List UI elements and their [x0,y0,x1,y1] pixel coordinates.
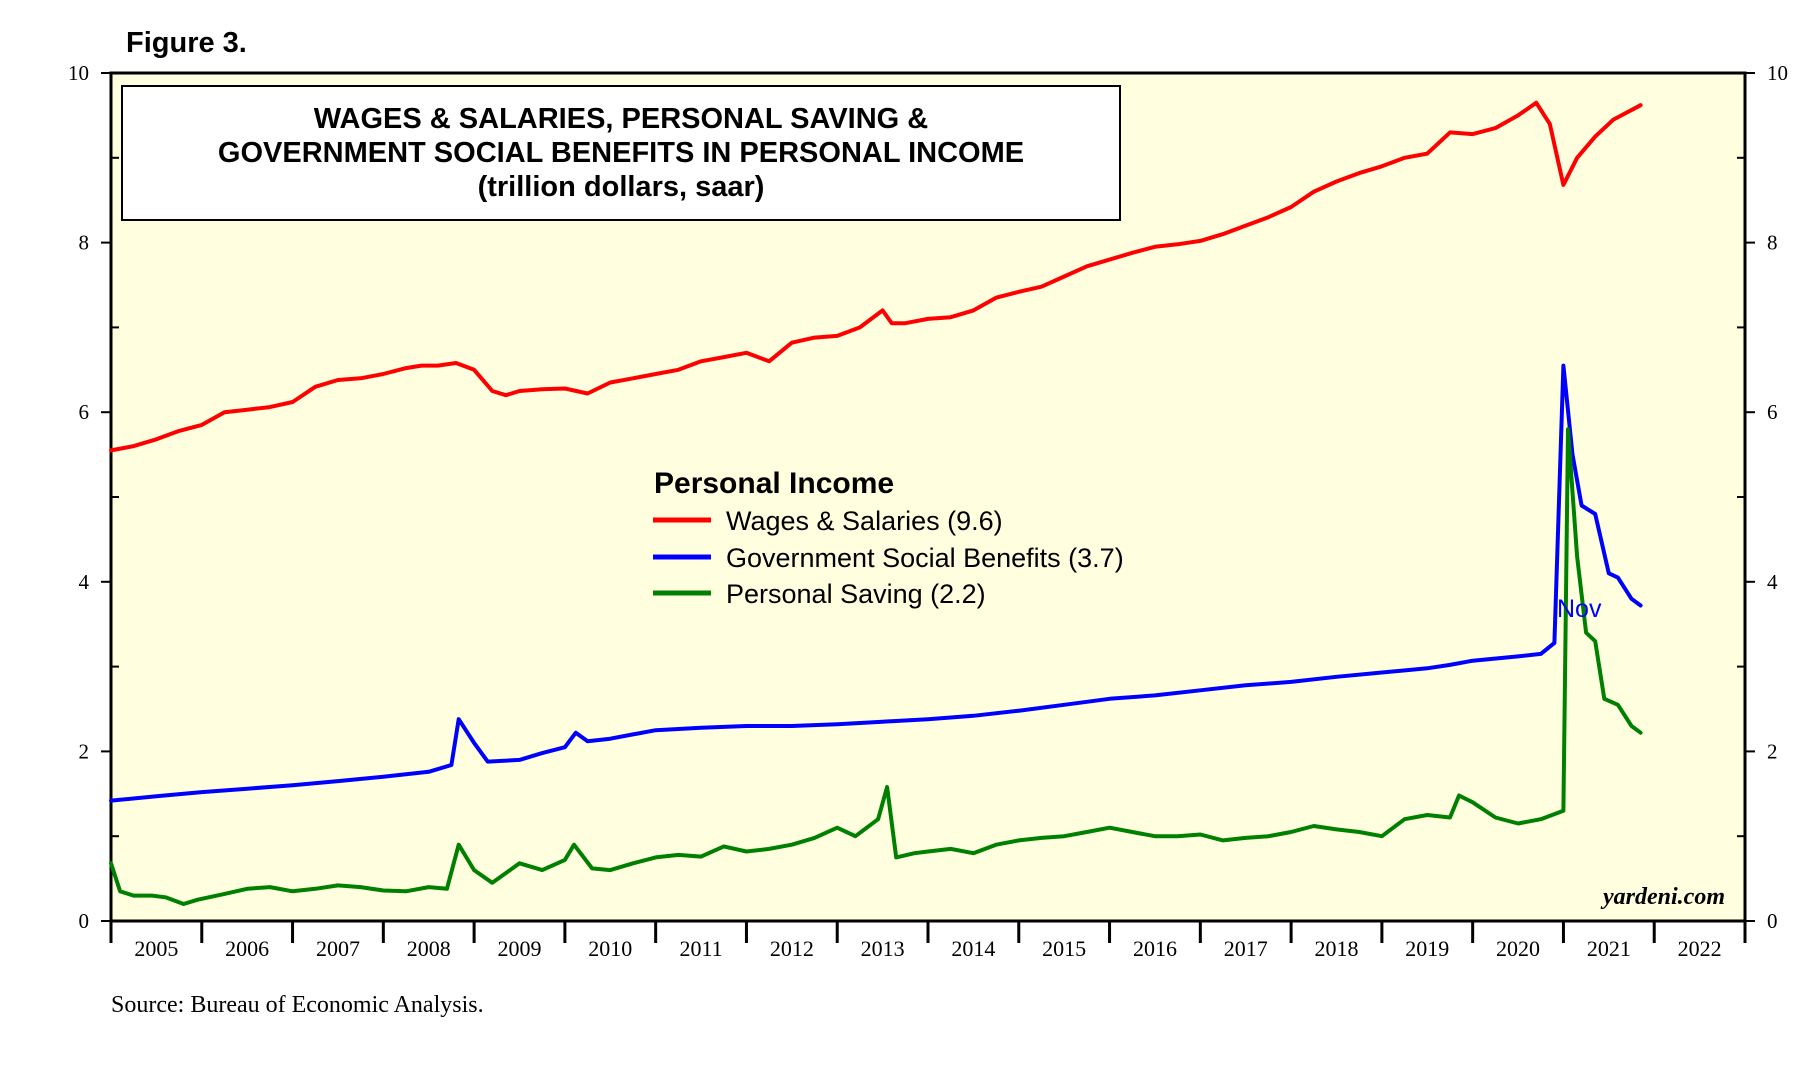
x-tick-label: 2022 [1678,936,1722,961]
y-tick-label-right: 8 [1767,231,1778,255]
x-tick-label: 2016 [1133,936,1177,961]
series-line-benefits [109,363,1643,803]
series-line-saving [109,427,1643,906]
y-tick-label-left: 0 [79,909,90,933]
x-tick-label: 2009 [498,936,542,961]
x-tick-label: 2012 [770,936,814,961]
y-axes: 0 0 2 2 4 4 6 6 8 8 10 10 [68,61,1788,933]
x-tick-label: 2010 [588,936,632,961]
x-tick-label: 2011 [679,936,722,961]
y-tick-label-right: 6 [1767,400,1778,424]
legend-title: Personal Income [654,467,894,500]
title-box [121,85,1121,221]
figure-label: Figure 3. [126,27,247,59]
title-line-3: (trillion dollars, saar) [478,171,765,203]
y-tick-label-right: 0 [1767,909,1778,933]
x-tick-label: 2017 [1224,936,1268,961]
x-tick-label: 2006 [225,936,269,961]
y-tick-label-right: 2 [1767,739,1778,763]
x-tick-label: 2013 [861,936,905,961]
legend-label-wages: Wages & Salaries (9.6) [726,506,1003,536]
y-tick-label-left: 6 [79,400,90,424]
legend-label-benefits: Government Social Benefits (3.7) [726,543,1124,573]
x-tick-label: 2018 [1315,936,1359,961]
end-label-nov: Nov [1557,595,1602,623]
title-line-2: GOVERNMENT SOCIAL BENEFITS IN PERSONAL I… [218,137,1024,169]
x-tick-label: 2007 [316,936,360,961]
x-tick-label: 2005 [134,936,178,961]
x-tick-label: 2019 [1405,936,1449,961]
series-line-wages [109,100,1643,453]
title-line-1: WAGES & SALARIES, PERSONAL SAVING & [314,103,929,135]
x-tick-label: 2008 [407,936,451,961]
y-tick-label-left: 10 [68,61,89,85]
source-note: Source: Bureau of Economic Analysis. [111,992,484,1018]
legend: Wages & Salaries (9.6) Government Social… [653,506,1124,609]
y-tick-label-right: 10 [1767,61,1788,85]
x-tick-label: 2020 [1496,936,1540,961]
y-tick-label-left: 8 [79,231,90,255]
y-tick-label-left: 2 [79,739,90,763]
x-tick-label: 2021 [1587,936,1631,961]
series-lines [109,100,1643,906]
watermark: yardeni.com [1600,884,1725,910]
legend-label-saving: Personal Saving (2.2) [726,579,986,609]
x-tick-label: 2014 [951,936,995,961]
x-tick-label: 2015 [1042,936,1086,961]
x-axis: 2005 2006 2007 2008 2009 2010 2011 2012 2013 2014… [109,921,1747,961]
y-tick-label-right: 4 [1767,570,1778,594]
y-tick-label-left: 4 [79,570,90,594]
